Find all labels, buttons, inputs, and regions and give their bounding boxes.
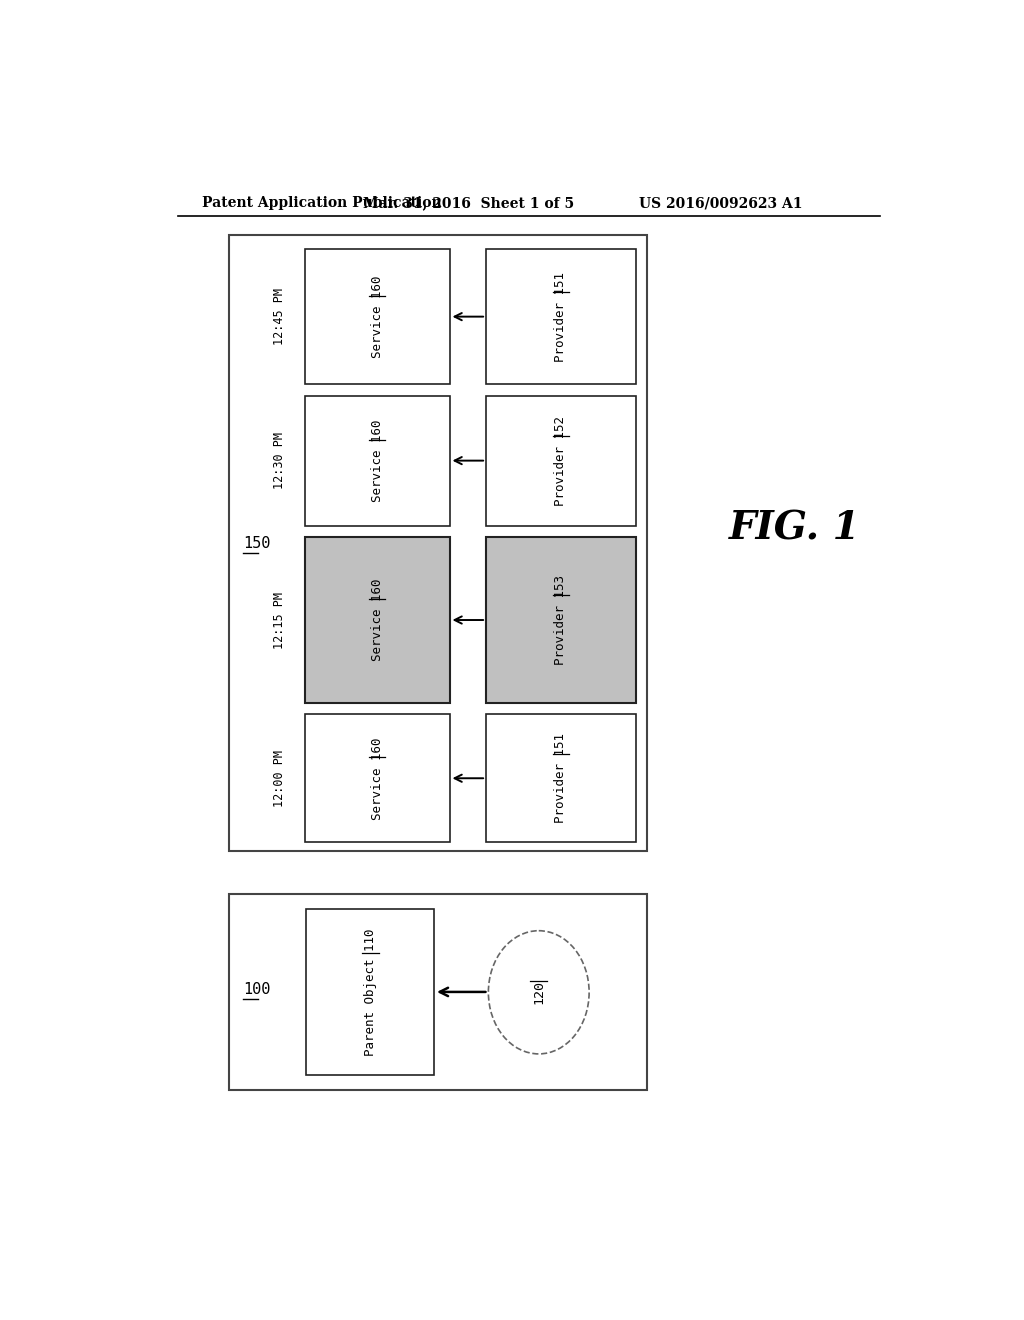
Text: 12:15 PM: 12:15 PM	[273, 591, 287, 648]
Text: 100: 100	[243, 982, 270, 998]
Text: US 2016/0092623 A1: US 2016/0092623 A1	[639, 197, 802, 210]
Text: Service 160: Service 160	[371, 276, 384, 358]
Bar	[228, 894, 647, 1090]
Text: Provider 151: Provider 151	[554, 272, 567, 362]
Text: 150: 150	[243, 536, 270, 550]
Text: Service 160: Service 160	[371, 578, 384, 661]
Bar	[486, 714, 636, 842]
Text: 12:00 PM: 12:00 PM	[273, 750, 287, 807]
Bar	[305, 537, 450, 702]
Bar	[228, 235, 647, 851]
Bar	[486, 396, 636, 525]
Text: Provider 152: Provider 152	[554, 416, 567, 506]
Text: FIG. 1: FIG. 1	[729, 510, 860, 546]
Bar	[486, 249, 636, 384]
Text: 12:45 PM: 12:45 PM	[273, 288, 287, 345]
Bar	[305, 396, 450, 525]
Text: Provider 151: Provider 151	[554, 733, 567, 824]
Text: Provider 153: Provider 153	[554, 576, 567, 665]
Text: 12:30 PM: 12:30 PM	[273, 432, 287, 490]
Ellipse shape	[488, 931, 589, 1053]
Bar	[486, 537, 636, 702]
Text: Service 160: Service 160	[371, 737, 384, 820]
Text: Mar. 31, 2016  Sheet 1 of 5: Mar. 31, 2016 Sheet 1 of 5	[364, 197, 574, 210]
Bar	[305, 249, 450, 384]
Text: 120: 120	[532, 981, 545, 1005]
Text: Service 160: Service 160	[371, 420, 384, 502]
Text: Patent Application Publication: Patent Application Publication	[202, 197, 441, 210]
Bar	[306, 909, 434, 1074]
Text: Parent Object 110: Parent Object 110	[364, 928, 377, 1056]
Bar	[305, 714, 450, 842]
